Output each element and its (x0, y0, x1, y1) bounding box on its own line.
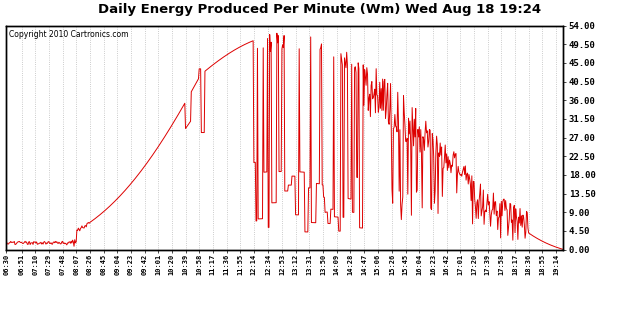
Text: Daily Energy Produced Per Minute (Wm) Wed Aug 18 19:24: Daily Energy Produced Per Minute (Wm) We… (99, 3, 541, 16)
Text: Copyright 2010 Cartronics.com: Copyright 2010 Cartronics.com (9, 30, 129, 39)
